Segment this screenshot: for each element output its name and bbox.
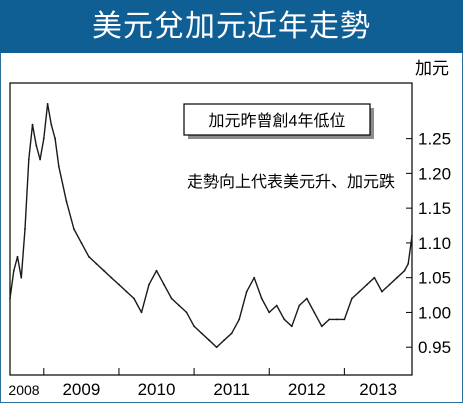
data-point: [336, 318, 338, 321]
data-point: [305, 297, 308, 300]
data-point: [125, 290, 128, 293]
data-point: [118, 283, 120, 286]
data-point: [396, 276, 398, 279]
data-point: [80, 242, 83, 244]
data-point: [110, 276, 113, 279]
data-point: [268, 311, 271, 314]
x-axis: 2008 2009 2010 2011 2012 2013: [8, 368, 397, 399]
data-point: [24, 228, 26, 230]
data-point: [215, 346, 218, 349]
data-point: [35, 144, 38, 147]
data-point: [193, 325, 196, 328]
data-point: [88, 255, 90, 258]
data-point: [230, 332, 233, 335]
data-point: [298, 304, 301, 307]
x-tick-label: 2013: [359, 380, 397, 399]
data-point: [351, 297, 353, 300]
annotation-box-text: 加元昨曾創4年低位: [209, 112, 346, 130]
y-axis: 0.95 1.00 1.05 1.10 1.15 1.20 1.25: [406, 130, 451, 357]
annotation-text: 走勢向上代表美元升、加元跌: [187, 173, 395, 191]
data-point: [200, 332, 203, 335]
data-point: [275, 304, 278, 307]
data-point: [313, 311, 316, 314]
data-point: [20, 276, 23, 279]
data-point: [381, 290, 383, 293]
data-point: [343, 318, 346, 321]
y-tick-label: 1.10: [418, 234, 451, 253]
y-tick-label: 0.95: [418, 338, 451, 357]
data-point: [42, 137, 45, 140]
data-point: [411, 235, 413, 237]
y-tick-label: 1.20: [418, 164, 451, 183]
data-point: [39, 158, 41, 161]
data-point: [148, 283, 150, 286]
data-point: [320, 325, 323, 328]
data-point: [46, 103, 49, 105]
data-point: [57, 165, 60, 168]
data-point: [95, 262, 98, 265]
data-point: [253, 276, 256, 279]
series-line: [9, 103, 413, 348]
annotation-box-group: 加元昨曾創4年低位: [183, 103, 374, 139]
data-point: [358, 290, 361, 293]
y-tick-label: 1.15: [418, 199, 451, 218]
data-point: [208, 339, 211, 342]
data-point: [16, 255, 19, 258]
chart-title: 美元兌加元近年走勢: [92, 9, 371, 44]
data-point: [238, 318, 241, 321]
data-point: [245, 290, 248, 293]
data-point: [283, 318, 286, 321]
data-point: [65, 200, 68, 203]
data-point: [328, 318, 331, 321]
data-point: [163, 283, 165, 286]
y-axis-label: 加元: [415, 59, 449, 78]
data-point: [290, 325, 293, 328]
data-point: [366, 283, 368, 286]
x-tick-label: 2009: [62, 380, 100, 399]
data-point: [185, 311, 188, 314]
y-tick-label: 1.25: [418, 130, 451, 149]
data-point: [178, 304, 181, 307]
data-point: [373, 276, 376, 279]
data-point: [388, 283, 391, 286]
data-point: [170, 297, 173, 300]
x-tick-label: 2008: [8, 382, 39, 398]
data-point: [12, 269, 15, 272]
y-tick-label: 1.05: [418, 269, 451, 288]
title-bar: 美元兌加元近年走勢: [0, 0, 463, 53]
data-point: [9, 297, 11, 300]
x-tick-label: 2012: [288, 380, 326, 399]
data-point: [27, 158, 30, 161]
data-point: [133, 297, 135, 300]
x-tick-label: 2010: [138, 380, 176, 399]
x-tick-label: 2011: [213, 380, 250, 399]
annotation-box: [183, 103, 371, 136]
data-point: [103, 269, 105, 272]
data-point: [155, 269, 158, 272]
data-point: [260, 297, 263, 300]
y-tick-label: 1.00: [418, 303, 451, 322]
plot-area-border: [9, 82, 413, 376]
data-point: [403, 269, 406, 272]
data-point: [407, 262, 410, 265]
data-point: [31, 123, 34, 126]
data-point: [54, 137, 56, 140]
data-point: [50, 123, 53, 126]
data-point: [140, 311, 143, 314]
data-point: [223, 339, 226, 342]
series-layer: [9, 103, 413, 349]
data-point: [73, 228, 75, 230]
